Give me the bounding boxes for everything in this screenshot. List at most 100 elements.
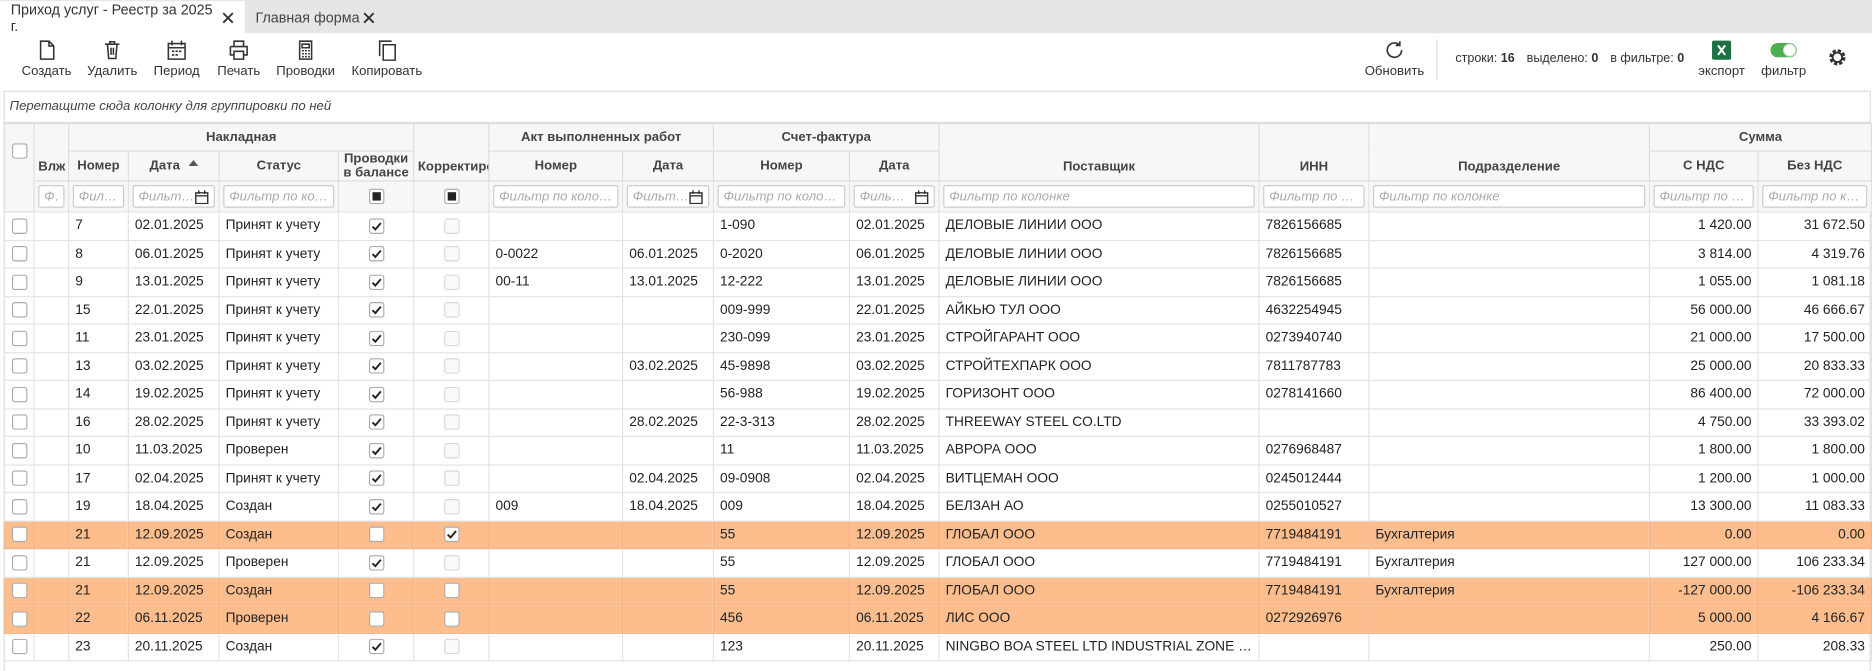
- column-header[interactable]: Влж: [33, 122, 70, 182]
- cell: 15: [68, 295, 129, 325]
- table-row[interactable]: 19 18.04.2025 Создан 009 18.04.2025 009 18.04.…: [3, 491, 1872, 522]
- table-row[interactable]: 10 11.03.2025 Проверен 11 11.03.2025 АВРОРА О…: [3, 435, 1872, 466]
- checkbox[interactable]: [368, 188, 384, 205]
- column-header[interactable]: Дата: [622, 150, 714, 182]
- filter-input[interactable]: Фильтр по колонке: [626, 185, 710, 208]
- table-row[interactable]: 7 02.01.2025 Принят к учету 1-090 02.01.2025…: [3, 211, 1872, 241]
- filter-input[interactable]: Фильтр по колонке: [38, 185, 65, 208]
- select-all[interactable]: [3, 122, 35, 213]
- filter-input[interactable]: Фильтр по колонке: [1653, 185, 1754, 208]
- column-header[interactable]: Номер: [712, 150, 851, 182]
- tab[interactable]: Приход услуг - Реестр за 2025 г.: [0, 1, 245, 34]
- checkbox[interactable]: [11, 218, 27, 234]
- filter-input[interactable]: Фильтр по колонке: [853, 185, 935, 208]
- copy-button[interactable]: Копировать: [341, 39, 432, 79]
- delete-button[interactable]: Удалить: [67, 39, 158, 79]
- checkbox[interactable]: [11, 442, 27, 459]
- column-header[interactable]: Без НДС: [1757, 150, 1872, 182]
- table-row[interactable]: 9 13.01.2025 Принят к учету 00-11 13.01.2025…: [3, 267, 1872, 297]
- filter-input[interactable]: Фильтр по колонке: [1762, 185, 1868, 208]
- checkbox[interactable]: [11, 330, 27, 346]
- table-row[interactable]: 21 12.09.2025 Создан 55 12.09.2025 ГЛОБАЛ ООО…: [3, 519, 1872, 550]
- column-header[interactable]: Дата: [127, 150, 220, 182]
- calendar-icon[interactable]: [689, 189, 703, 204]
- separator: [1436, 39, 1438, 80]
- column-header[interactable]: С НДС: [1648, 150, 1759, 182]
- filter-input[interactable]: Фильтр по колонке: [223, 185, 335, 208]
- checkbox[interactable]: [11, 414, 27, 431]
- checkbox[interactable]: [11, 143, 27, 159]
- checkbox[interactable]: [11, 358, 27, 374]
- filter-toggle[interactable]: фильтр: [1738, 39, 1829, 79]
- column-header[interactable]: Подразделение: [1368, 122, 1650, 182]
- export-button[interactable]: экспорт: [1676, 39, 1767, 79]
- column-header[interactable]: Проводки в балансе: [337, 150, 415, 182]
- table-row[interactable]: 17 02.04.2025 Принят к учету 02.04.2025 09-0…: [3, 463, 1872, 494]
- column-header[interactable]: Дата: [848, 150, 940, 182]
- checkbox[interactable]: [11, 302, 27, 318]
- column-header[interactable]: Статус: [218, 150, 340, 182]
- column-header[interactable]: ИНН: [1258, 122, 1370, 182]
- empty-cell: [622, 379, 714, 409]
- checkbox[interactable]: [11, 386, 27, 403]
- filter-input[interactable]: Фильтр по колонке: [132, 185, 215, 208]
- filter-input[interactable]: Фильтр по колонке: [493, 185, 619, 208]
- cell: 11: [712, 435, 851, 466]
- filter-input[interactable]: Фильтр по колонке: [717, 185, 846, 208]
- tab-label: Главная форма: [255, 8, 360, 26]
- checkbox[interactable]: [11, 498, 27, 515]
- close-icon[interactable]: [222, 11, 234, 23]
- cell: 7719484191: [1258, 576, 1370, 606]
- column-header[interactable]: Корректировка: [413, 122, 490, 182]
- filter-input[interactable]: Фильтр по колонке: [72, 185, 125, 208]
- cell: Принят к учету: [218, 407, 340, 437]
- table-row[interactable]: 11 23.01.2025 Принят к учету 230-099 23.01.2…: [3, 323, 1872, 353]
- checkbox[interactable]: [11, 582, 27, 599]
- print-button[interactable]: Печать: [193, 39, 284, 79]
- settings-icon[interactable]: [1827, 47, 1848, 68]
- checkbox[interactable]: [11, 246, 27, 262]
- filter-input[interactable]: Фильтр по колонке: [943, 185, 1255, 208]
- cell: Принят к учету: [218, 323, 340, 353]
- calendar-icon[interactable]: [915, 189, 929, 204]
- postings-button[interactable]: Проводки: [260, 39, 351, 79]
- bool-cell: [413, 211, 490, 241]
- table-row[interactable]: 8 06.01.2025 Принят к учету 0-0022 06.01.202…: [3, 239, 1872, 269]
- checkbox[interactable]: [11, 610, 27, 627]
- close-icon[interactable]: [363, 11, 375, 23]
- table-row[interactable]: 21 12.09.2025 Проверен 55 12.09.2025 ГЛОБАЛ О…: [3, 548, 1872, 578]
- checkbox[interactable]: [11, 526, 27, 543]
- checkbox[interactable]: [11, 639, 27, 655]
- column-header[interactable]: Номер: [68, 150, 129, 182]
- create-button[interactable]: Создать: [1, 39, 92, 79]
- cell: 12-222: [712, 267, 851, 297]
- period-button[interactable]: Период: [131, 39, 222, 79]
- refresh-button[interactable]: Обновить: [1349, 39, 1440, 79]
- filter-input[interactable]: Фильтр по колонке: [1263, 185, 1365, 208]
- checkbox[interactable]: [443, 188, 460, 205]
- table-row[interactable]: 22 06.11.2025 Проверен 456 06.11.2025 ЛИС ООО…: [3, 604, 1872, 634]
- cell: Принят к учету: [218, 239, 340, 269]
- checkbox: [368, 246, 384, 262]
- cell: ЛИС ООО: [938, 604, 1260, 634]
- checkbox[interactable]: [11, 470, 27, 487]
- checkbox[interactable]: [11, 274, 27, 290]
- toggle-switch[interactable]: [1769, 39, 1798, 60]
- empty-cell: [33, 295, 70, 325]
- tab[interactable]: Главная форма: [245, 1, 386, 33]
- table-row[interactable]: 14 19.02.2025 Принят к учету 56-988 19.02.20…: [3, 379, 1872, 409]
- table-row[interactable]: 16 28.02.2025 Принят к учету 28.02.2025 22-3…: [3, 407, 1872, 437]
- checkbox: [443, 582, 460, 599]
- table-row[interactable]: 13 03.02.2025 Принят к учету 03.02.2025 45-9…: [3, 351, 1872, 381]
- table-row[interactable]: 15 22.01.2025 Принят к учету 009-999 22.01.2…: [3, 295, 1872, 325]
- table-row[interactable]: 23 20.11.2025 Создан 123 20.11.2025 NINGBO BO…: [3, 632, 1872, 662]
- filter-input[interactable]: Фильтр по колонке: [1373, 185, 1646, 208]
- column-header[interactable]: Номер: [488, 150, 624, 182]
- column-header[interactable]: Поставщик: [938, 122, 1260, 182]
- cell: ДЕЛОВЫЕ ЛИНИИ ООО: [938, 239, 1260, 269]
- table-row[interactable]: 21 12.09.2025 Создан 55 12.09.2025 ГЛОБАЛ ООО…: [3, 576, 1872, 606]
- empty-cell: [488, 463, 624, 494]
- calendar-icon[interactable]: [195, 189, 209, 204]
- checkbox[interactable]: [11, 554, 27, 571]
